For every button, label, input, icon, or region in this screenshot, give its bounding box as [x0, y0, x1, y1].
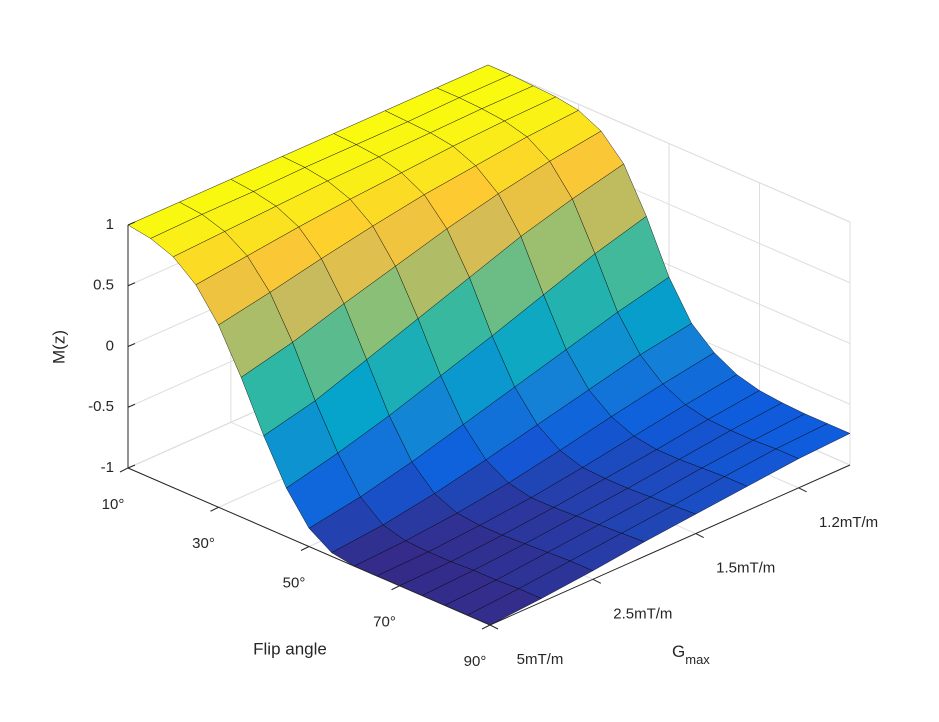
z-tick-label: -1: [101, 459, 114, 476]
y-tick-label: 1.5mT/m: [716, 560, 775, 577]
x-tick: [119, 467, 129, 473]
y-tick-label: 2.5mT/m: [613, 605, 672, 622]
x-tick: [210, 506, 219, 512]
z-tick: [127, 221, 136, 226]
x-tick: [481, 624, 491, 630]
z-tick-label: -0.5: [88, 398, 114, 415]
x-tick-label: 90°: [464, 653, 487, 670]
y-tick: [489, 624, 499, 630]
x-tick: [300, 546, 310, 551]
x-tick: [391, 585, 400, 591]
y-axis-label-main: G: [672, 642, 685, 661]
y-tick-label: 5mT/m: [517, 651, 564, 668]
y-tick-label: 1.2mT/m: [819, 514, 878, 531]
z-axis-label: M(z): [49, 330, 68, 364]
x-tick-label: 10°: [102, 496, 125, 513]
box-edge: [487, 64, 851, 223]
z-tick: [127, 343, 136, 347]
y-tick: [592, 578, 602, 584]
y-axis-label-sub: max: [685, 652, 710, 667]
z-tick: [127, 403, 136, 408]
y-axis-label: Gmax: [672, 642, 710, 667]
y-tick: [695, 533, 704, 539]
z-tick-label: 0: [106, 337, 114, 354]
x-axis-label: Flip angle: [253, 639, 327, 658]
z-tick-label: 1: [106, 216, 114, 233]
z-tick: [127, 464, 136, 469]
x-tick-label: 50°: [283, 574, 306, 591]
x-tick-label: 30°: [192, 535, 215, 552]
z-tick: [127, 282, 136, 287]
y-axis: [489, 464, 851, 626]
z-tick-label: 0.5: [93, 277, 114, 294]
x-tick-label: 70°: [373, 614, 396, 631]
y-tick: [798, 487, 807, 493]
